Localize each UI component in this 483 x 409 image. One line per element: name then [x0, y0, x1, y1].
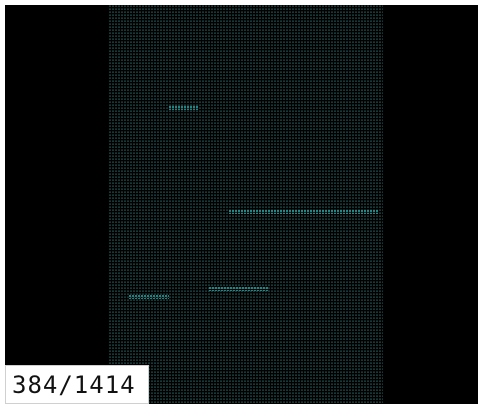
- video-frame: [109, 5, 383, 404]
- bright-scanline: [209, 287, 269, 291]
- bright-scanline: [129, 295, 169, 299]
- frame-counter: 384/1414: [5, 365, 149, 404]
- bright-scanline: [169, 106, 199, 110]
- video-viewer: [5, 5, 478, 404]
- frame-counter-text: 384/1414: [12, 370, 136, 399]
- bright-scanline: [229, 210, 379, 214]
